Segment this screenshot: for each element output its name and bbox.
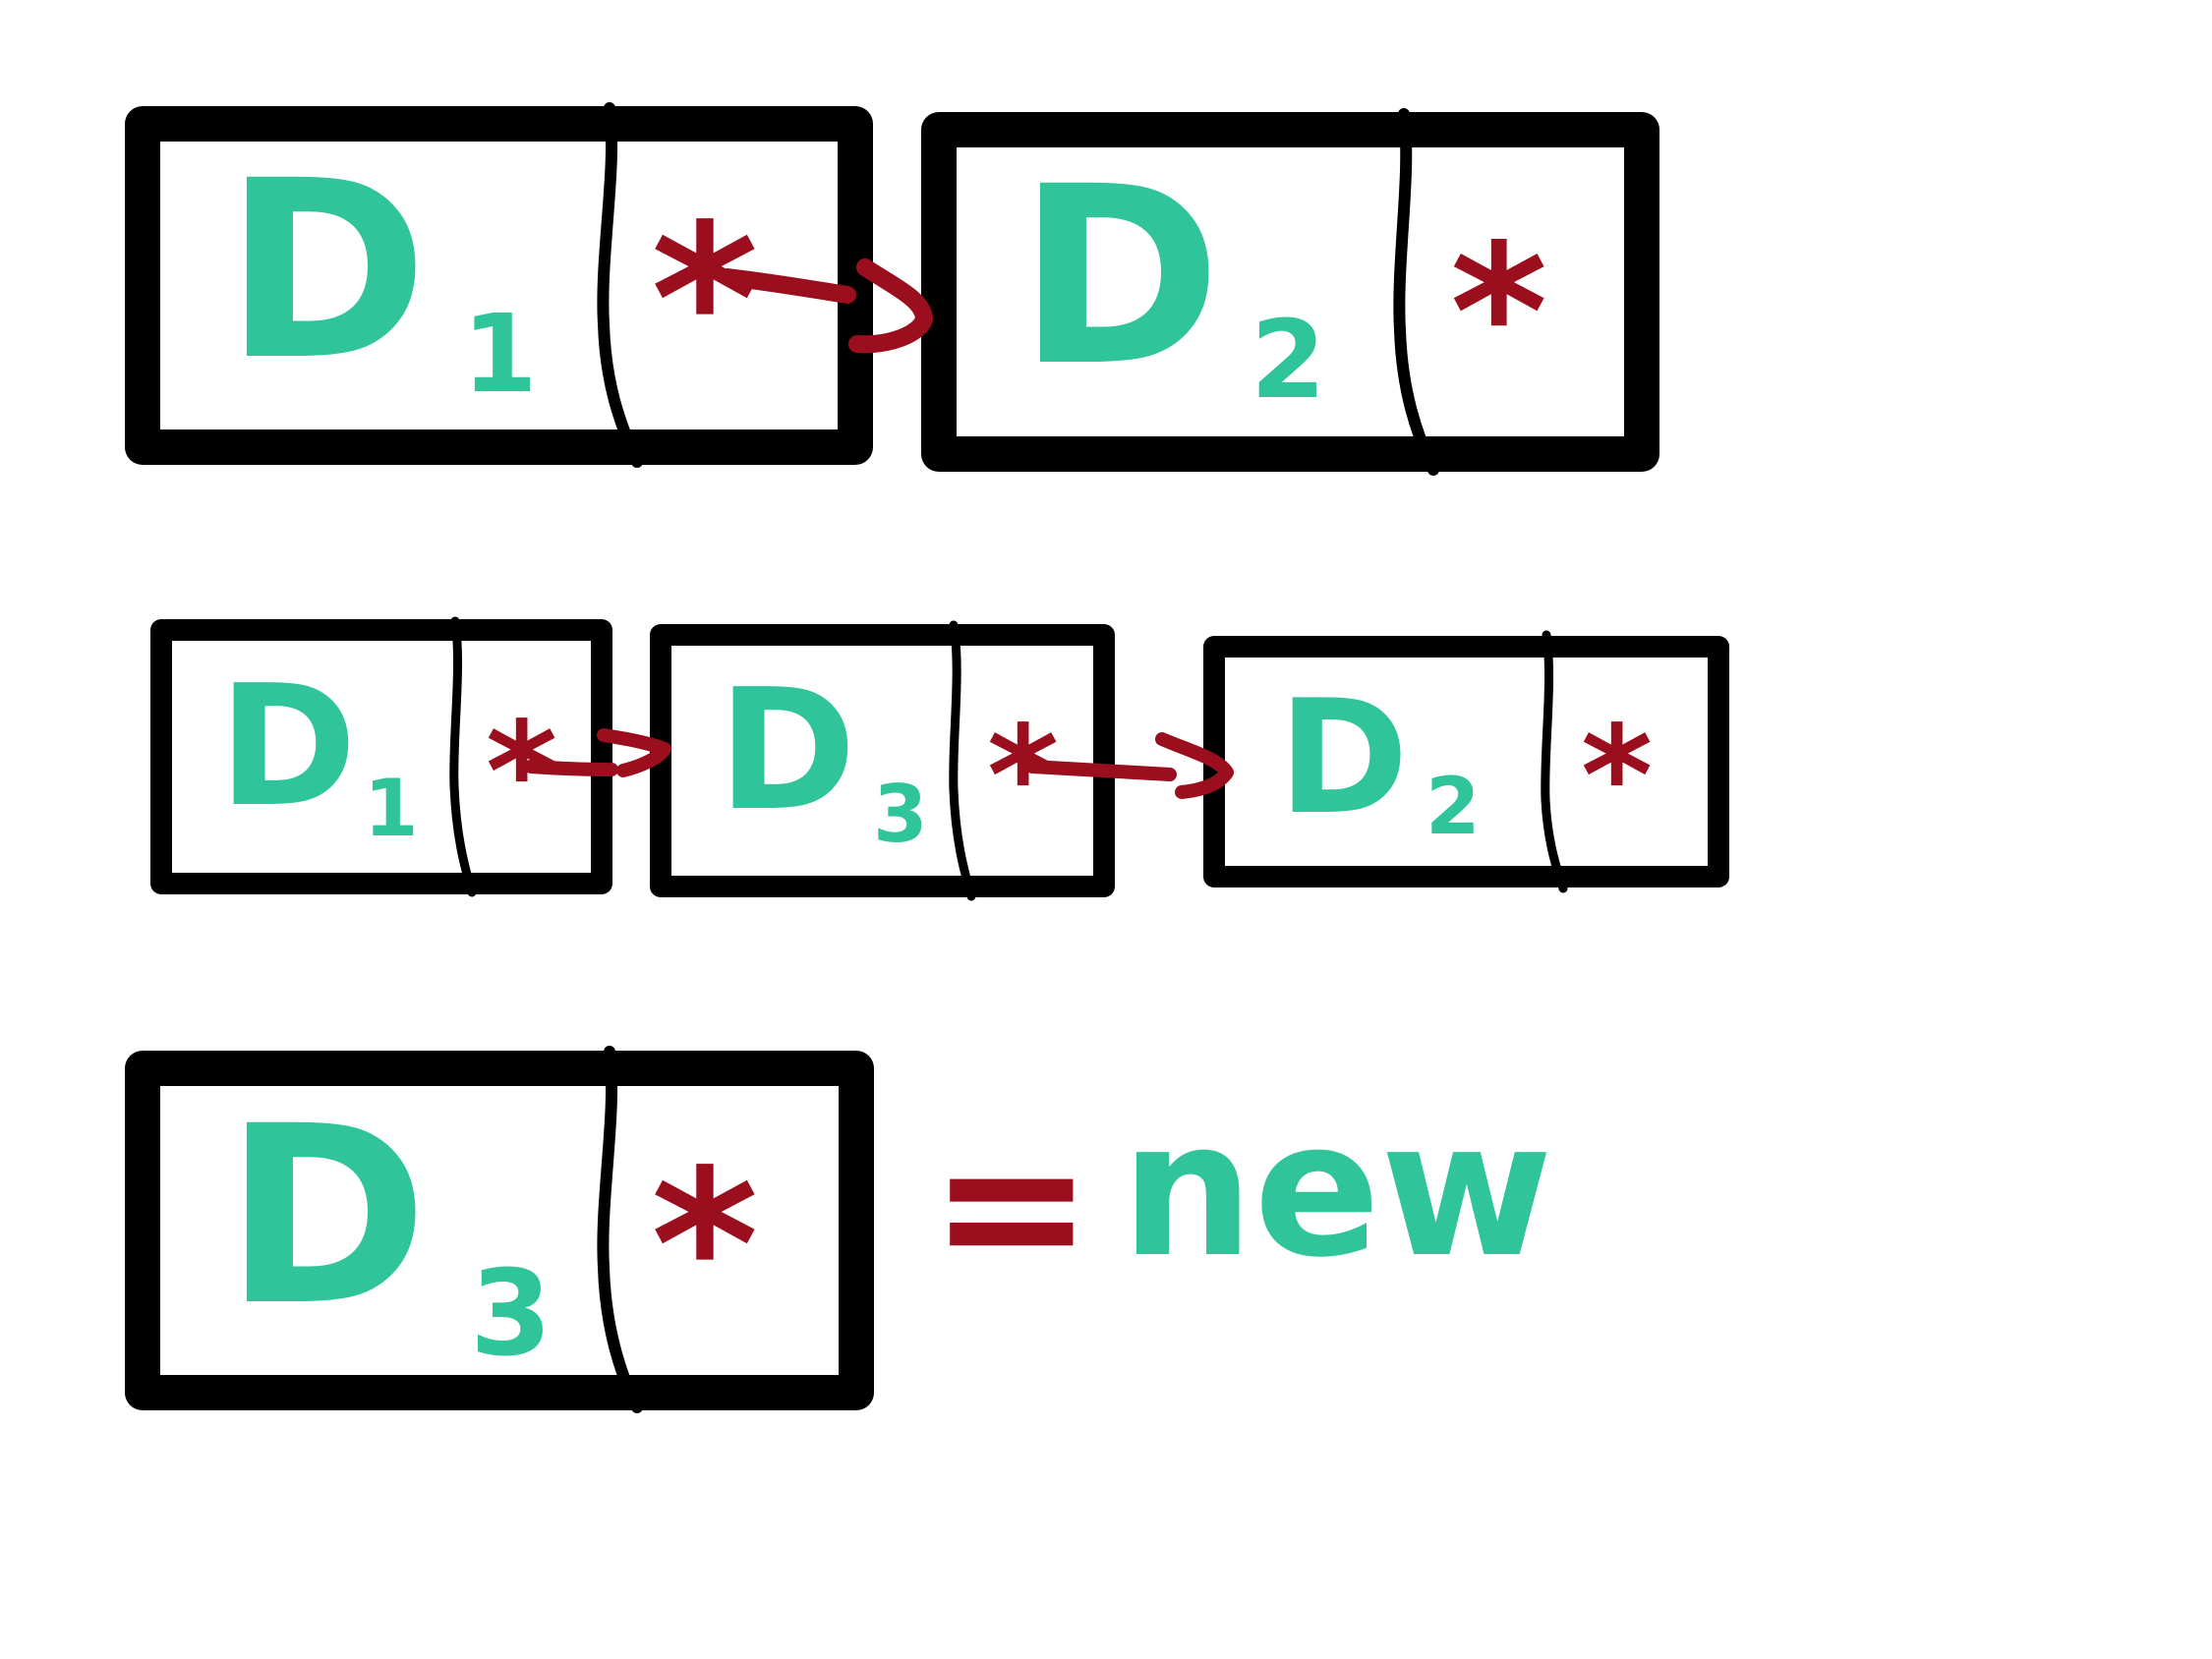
pointer-arrow — [719, 258, 933, 354]
pointer-star: * — [651, 180, 759, 421]
pointer-arrow — [524, 728, 671, 777]
node-box — [125, 106, 873, 465]
node-box — [125, 1051, 874, 1410]
data-subscript: 1 — [462, 291, 538, 417]
new-label: new — [1121, 1081, 1553, 1298]
row2-node-2: D 3 * — [650, 620, 1115, 901]
data-subscript: 3 — [873, 769, 928, 860]
row-3: D 3 * = new — [125, 1046, 1553, 1413]
data-letter: D — [224, 1073, 429, 1359]
data-letter: D — [224, 128, 429, 414]
data-subscript: 1 — [364, 763, 419, 854]
node-divider — [449, 616, 477, 897]
pointer-star: * — [1581, 697, 1653, 857]
node-divider — [597, 102, 643, 468]
data-letter: D — [1278, 665, 1409, 849]
row-1: D 1 * D 2 * — [125, 102, 1659, 476]
row2-node-3: D 2 * — [1203, 630, 1729, 893]
data-subscript: 2 — [1251, 297, 1326, 423]
row3-node-1: D 3 * — [125, 1046, 874, 1413]
node-divider — [1393, 108, 1439, 476]
data-letter: D — [218, 650, 357, 844]
pointer-arrow — [1025, 732, 1234, 799]
equals-sign: = — [929, 1092, 1094, 1321]
node-divider — [949, 620, 976, 901]
node-box — [921, 112, 1659, 472]
row2-node-1: D 1 * — [150, 616, 612, 897]
data-letter: D — [718, 654, 856, 848]
row1-node-1: D 1 * — [125, 102, 873, 468]
node-box — [150, 619, 612, 894]
pointer-star: * — [651, 1125, 759, 1366]
pointer-star: * — [1450, 204, 1547, 422]
data-letter: D — [1018, 134, 1222, 420]
data-subscript: 3 — [470, 1246, 553, 1383]
pointer-star: * — [987, 697, 1059, 857]
node-divider — [1541, 630, 1568, 893]
data-subscript: 2 — [1426, 761, 1481, 852]
row1-node-2: D 2 * — [921, 108, 1659, 476]
node-divider — [597, 1046, 643, 1413]
row-2: D 1 * D 3 * D 2 * — [150, 616, 1729, 901]
